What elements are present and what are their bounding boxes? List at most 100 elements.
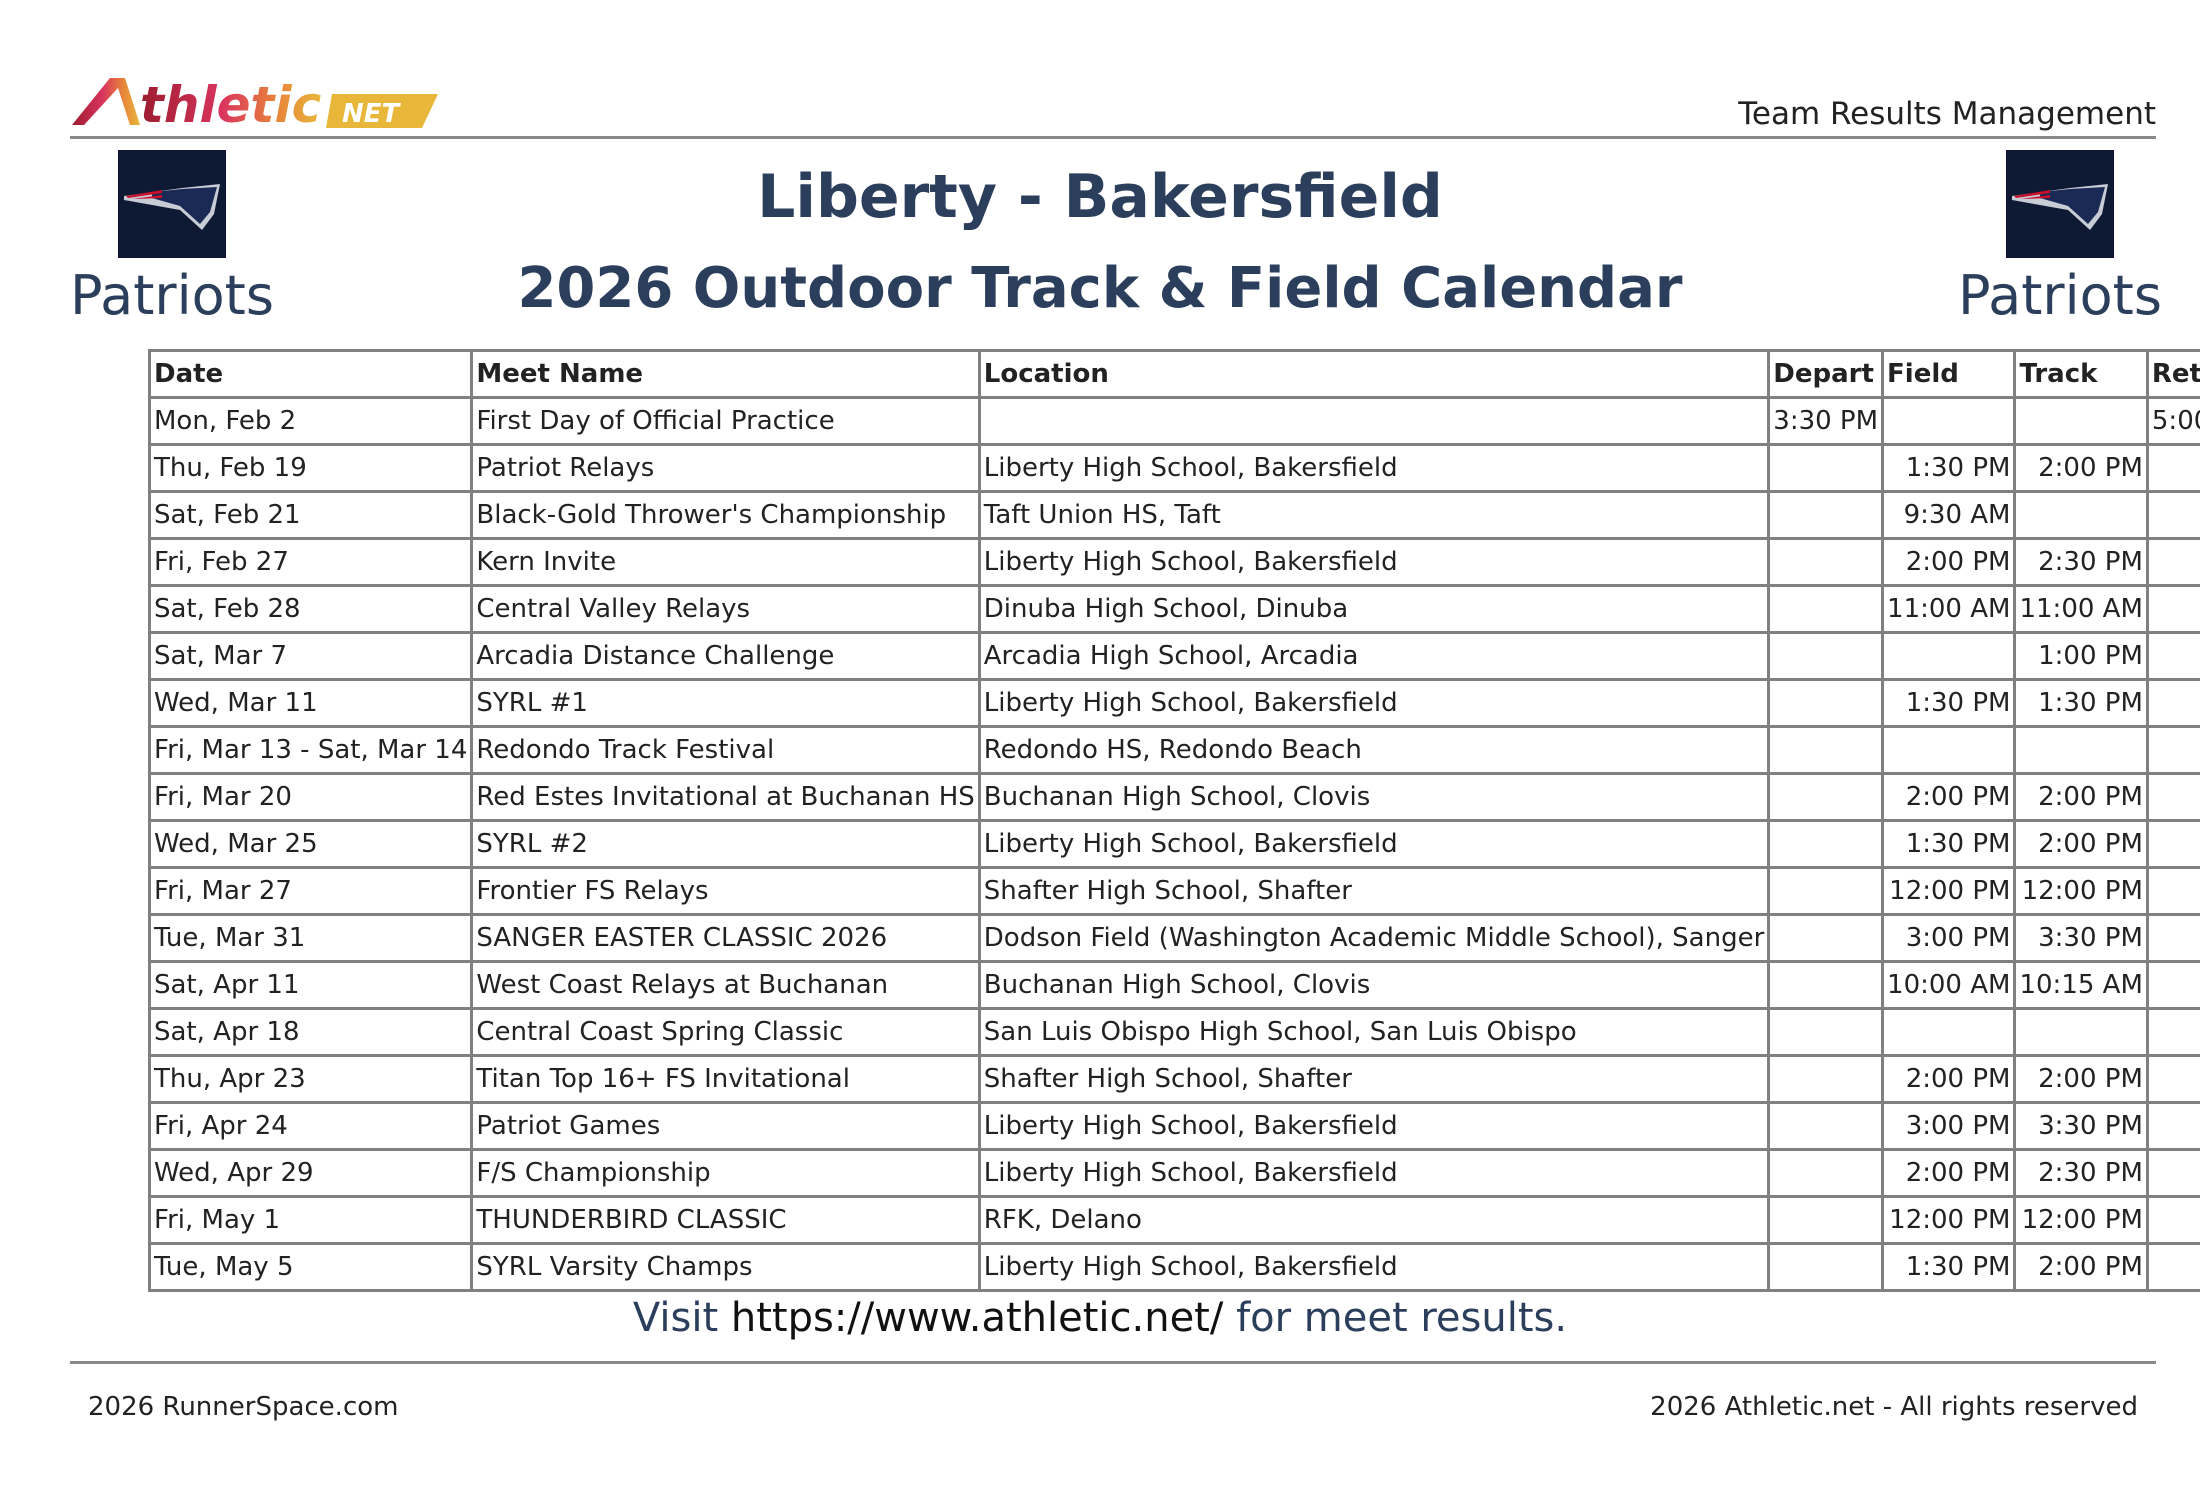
svg-text:thletic: thletic [140,76,322,132]
cell-track [2013,490,2149,540]
table-row: Sat, Apr 18 Central Coast Spring Classic S… [147,1007,2200,1057]
cell-location: Buchanan High School, Clovis [977,960,1771,1010]
cell-date: Fri, Mar 27 [147,866,474,916]
cell-return [2145,584,2200,634]
table-row: Fri, Mar 27 Frontier FS Relays Shafter Hig… [147,866,2200,916]
cell-track [2013,725,2149,775]
cell-depart [1767,584,1885,634]
cell-date: Fri, May 1 [147,1195,474,1245]
cell-meet-name: Arcadia Distance Challenge [470,631,981,681]
cell-meet-name: THUNDERBIRD CLASSIC [470,1195,981,1245]
cell-track: 2:30 PM [2013,1148,2149,1198]
table-row: Sat, Apr 11 West Coast Relays at Buchanan… [147,960,2200,1010]
cell-meet-name: Red Estes Invitational at Buchanan HS [470,772,981,822]
cell-date: Sat, Feb 28 [147,584,474,634]
cell-date: Mon, Feb 2 [147,396,474,446]
team-name: Patriots [70,264,274,327]
cell-depart [1767,1195,1885,1245]
column-header-return: Return [2145,349,2200,399]
column-header-location: Location [977,349,1771,399]
cell-track: 2:00 PM [2013,443,2149,493]
cell-date: Sat, Apr 11 [147,960,474,1010]
table-row: Wed, Mar 25 SYRL #2 Liberty High School, B… [147,819,2200,869]
column-header-track: Track [2013,349,2149,399]
cell-meet-name: SYRL #2 [470,819,981,869]
table-row: Wed, Apr 29 F/S Championship Liberty High … [147,1148,2200,1198]
cell-return [2145,772,2200,822]
cell-track: 2:00 PM [2013,1054,2149,1104]
cell-meet-name: First Day of Official Practice [470,396,981,446]
cell-meet-name: SYRL Varsity Champs [470,1242,981,1292]
table-row: Fri, Mar 20 Red Estes Invitational at Buc… [147,772,2200,822]
cell-track: 12:00 PM [2013,1195,2149,1245]
cell-date: Fri, Apr 24 [147,1101,474,1151]
cell-field: 2:00 PM [1881,772,2017,822]
visit-suffix: for meet results. [1236,1295,1568,1341]
table-row: Tue, May 5 SYRL Varsity Champs Liberty Hig… [147,1242,2200,1292]
cell-meet-name: Black-Gold Thrower's Championship [470,490,981,540]
cell-track: 3:30 PM [2013,913,2149,963]
cell-track: 1:00 PM [2013,631,2149,681]
cell-track: 10:15 AM [2013,960,2149,1010]
cell-depart [1767,1148,1885,1198]
patriots-logo-icon [118,150,226,258]
cell-track [2013,1007,2149,1057]
cell-depart [1767,819,1885,869]
cell-depart [1767,443,1885,493]
table-row: Sat, Mar 7 Arcadia Distance Challenge Arca… [147,631,2200,681]
cell-return [2145,490,2200,540]
cell-meet-name: Frontier FS Relays [470,866,981,916]
cell-location: Liberty High School, Bakersfield [977,819,1771,869]
cell-depart [1767,490,1885,540]
cell-date: Wed, Mar 25 [147,819,474,869]
table-row: Thu, Apr 23 Titan Top 16+ FS Invitational… [147,1054,2200,1104]
column-header-field: Field [1881,349,2017,399]
cell-date: Tue, Mar 31 [147,913,474,963]
cell-depart [1767,537,1885,587]
column-header-date: Date [147,349,474,399]
team-block-left: Patriots [52,150,292,327]
cell-depart: 3:30 PM [1767,396,1885,446]
table-row: Fri, Apr 24 Patriot Games Liberty High Sch… [147,1101,2200,1151]
cell-return [2145,537,2200,587]
cell-depart [1767,1007,1885,1057]
cell-meet-name: Patriot Relays [470,443,981,493]
athletic-net-logo[interactable]: thletic NET [70,70,440,132]
cell-return [2145,631,2200,681]
cell-field: 2:00 PM [1881,1148,2017,1198]
cell-date: Wed, Apr 29 [147,1148,474,1198]
cell-field: 3:00 PM [1881,1101,2017,1151]
cell-location [977,396,1771,446]
cell-track: 1:30 PM [2013,678,2149,728]
cell-location: Shafter High School, Shafter [977,866,1771,916]
patriots-logo-icon [2006,150,2114,258]
cell-date: Fri, Mar 20 [147,772,474,822]
cell-track: 11:00 AM [2013,584,2149,634]
cell-field: 12:00 PM [1881,866,2017,916]
cell-location: Dodson Field (Washington Academic Middle… [977,913,1771,963]
table-row: Fri, May 1 THUNDERBIRD CLASSIC RFK, Delano… [147,1195,2200,1245]
cell-location: Buchanan High School, Clovis [977,772,1771,822]
table-header-row: Date Meet Name Location Depart Field Track Ret… [147,349,2200,399]
table-row: Mon, Feb 2 First Day of Official Practice… [147,396,2200,446]
cell-meet-name: Patriot Games [470,1101,981,1151]
table-row: Fri, Feb 27 Kern Invite Liberty High Schoo… [147,537,2200,587]
results-link[interactable]: https://www.athletic.net/ [730,1295,1224,1341]
cell-depart [1767,1054,1885,1104]
cell-field: 2:00 PM [1881,537,2017,587]
footer-divider [70,1361,2156,1364]
cell-track: 2:30 PM [2013,537,2149,587]
cell-field: 1:30 PM [1881,819,2017,869]
cell-location: Redondo HS, Redondo Beach [977,725,1771,775]
cell-return [2145,1242,2200,1292]
cell-depart [1767,913,1885,963]
cell-track [2013,396,2149,446]
cell-depart [1767,960,1885,1010]
cell-field: 11:00 AM [1881,584,2017,634]
table-row: Sat, Feb 28 Central Valley Relays Dinuba H… [147,584,2200,634]
table-row: Thu, Feb 19 Patriot Relays Liberty High Sc… [147,443,2200,493]
cell-date: Sat, Apr 18 [147,1007,474,1057]
footer-left[interactable]: 2026 RunnerSpace.com [88,1392,399,1422]
cell-return [2145,819,2200,869]
table-row: Tue, Mar 31 SANGER EASTER CLASSIC 2026 Dod… [147,913,2200,963]
